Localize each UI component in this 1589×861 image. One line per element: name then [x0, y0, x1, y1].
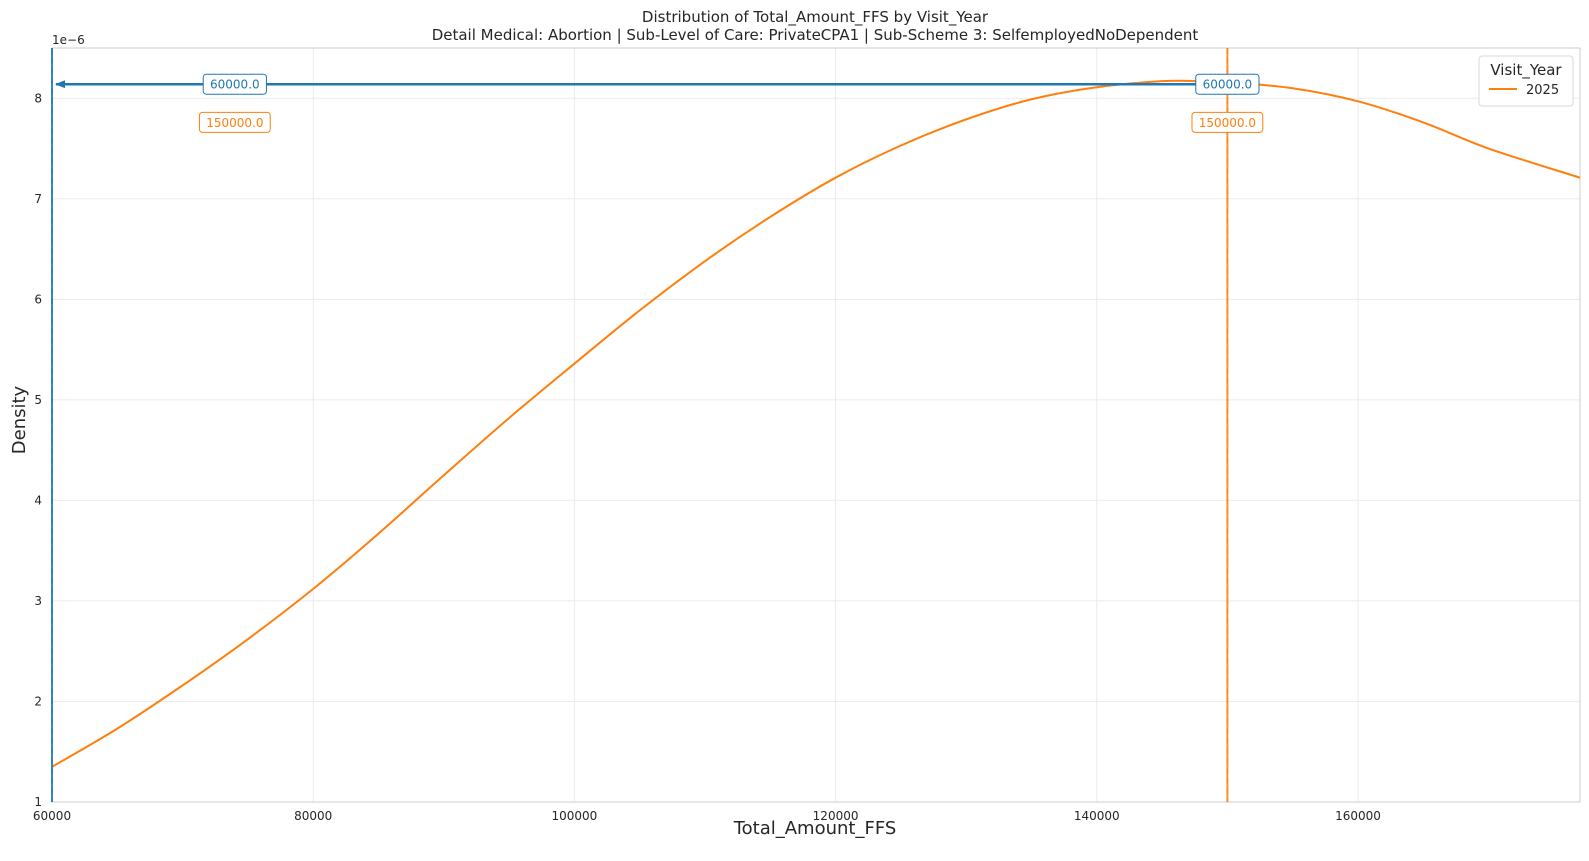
- annotation-label: 60000.0: [210, 78, 260, 92]
- legend-entry-label: 2025: [1526, 83, 1559, 98]
- legend: Visit_Year 2025: [1478, 55, 1574, 107]
- grid-layer: [51, 48, 1580, 803]
- legend-title: Visit_Year: [1490, 61, 1562, 80]
- x-axis-label: Total_Amount_FFS: [733, 818, 897, 839]
- y-tick-label: 3: [34, 594, 42, 608]
- annotation-label-box: [1195, 73, 1260, 95]
- vline-layer: [51, 48, 1229, 802]
- y-tick-label: 2: [34, 694, 42, 708]
- y-tick-label: 5: [34, 393, 42, 407]
- y-tick-label: 6: [34, 292, 42, 306]
- x-tick-label: 100000: [551, 809, 597, 823]
- x-tick-label: 160000: [1335, 809, 1381, 823]
- chart-title: Distribution of Total_Amount_FFS by Visi…: [642, 8, 989, 27]
- y-axis-label: Density: [9, 385, 30, 454]
- legend-box: [1478, 55, 1574, 107]
- annotation-label: 150000.0: [1199, 116, 1256, 130]
- annotation-label-box: [1191, 111, 1264, 133]
- annotation-label-box: [198, 111, 271, 133]
- y-tick-label: 4: [34, 493, 42, 507]
- series-layer: [51, 79, 1581, 768]
- annotation-label-box: [202, 73, 267, 95]
- x-tick-label: 60000: [33, 809, 71, 823]
- x-tick-label: 140000: [1074, 809, 1120, 823]
- y-tick-label: 1: [34, 795, 42, 809]
- annotation-label: 60000.0: [1203, 78, 1253, 92]
- x-tick-label: 120000: [813, 809, 859, 823]
- annotation-label: 150000.0: [206, 116, 263, 130]
- series-line-2025: [51, 79, 1581, 768]
- y-tick-label: 7: [34, 192, 42, 206]
- chart-subtitle: Detail Medical: Abortion | Sub-Level of …: [432, 26, 1199, 44]
- plot-area: [52, 48, 1580, 802]
- x-tick-label: 80000: [294, 809, 332, 823]
- y-offset-label: 1e−6: [52, 33, 85, 47]
- y-tick-label: 8: [34, 91, 42, 105]
- annotation-layer: 60000.0 60000.0 150000.0 150000.0: [55, 73, 1264, 133]
